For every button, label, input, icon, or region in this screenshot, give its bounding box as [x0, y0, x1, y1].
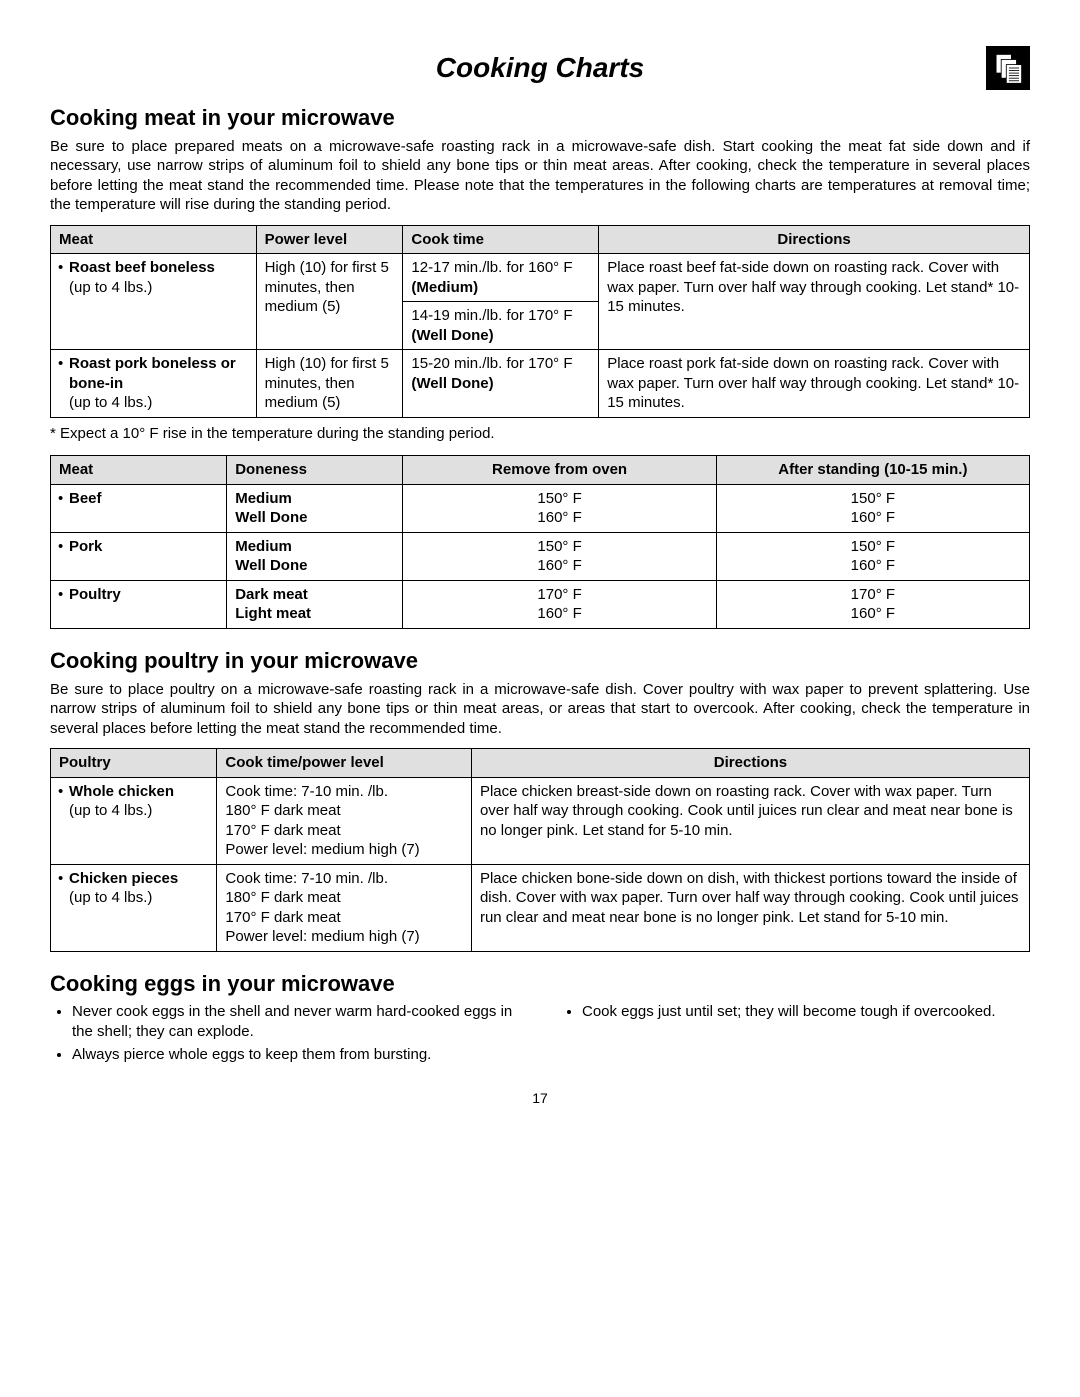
cookpower-cell: Cook time: 7-10 min. /lb.180° F dark mea… — [217, 777, 472, 864]
documents-icon — [986, 46, 1030, 90]
cooktime-cell: 15-20 min./lb. for 170° F (Well Done) — [403, 350, 599, 418]
directions-cell: Place chicken breast-side down on roasti… — [471, 777, 1029, 864]
egg-heading: Cooking eggs in your microwave — [50, 970, 1030, 999]
meat-cell: Beef — [51, 484, 227, 532]
table-header-row: Poultry Cook time/power level Directions — [51, 749, 1030, 778]
remove-cell: 150° F160° F — [403, 532, 716, 580]
col-directions: Directions — [599, 225, 1030, 254]
meat-temp-table: Meat Doneness Remove from oven After sta… — [50, 455, 1030, 629]
page-number: 17 — [50, 1089, 1030, 1107]
table-row: Roast pork boneless or bone-in(up to 4 l… — [51, 350, 1030, 418]
list-item: Cook eggs just until set; they will beco… — [582, 1002, 1030, 1022]
doneness-cell: MediumWell Done — [227, 484, 403, 532]
page-title: Cooking Charts — [436, 50, 644, 86]
col-directions2: Directions — [471, 749, 1029, 778]
meat-intro: Be sure to place prepared meats on a mic… — [50, 137, 1030, 215]
title-bar: Cooking Charts — [50, 50, 1030, 86]
meat-footnote: * Expect a 10° F rise in the temperature… — [50, 424, 1030, 444]
meat-cell: Roast pork boneless or bone-in(up to 4 l… — [51, 350, 257, 418]
egg-columns: Never cook eggs in the shell and never w… — [50, 1002, 1030, 1069]
col-meat: Meat — [51, 225, 257, 254]
after-cell: 170° F160° F — [716, 580, 1029, 628]
directions-cell: Place chicken bone-side down on dish, wi… — [471, 864, 1029, 951]
directions-cell: Place roast beef fat-side down on roasti… — [599, 254, 1030, 350]
cooktime-cell: 14-19 min./lb. for 170° F (Well Done) — [403, 302, 599, 350]
directions-cell: Place roast pork fat-side down on roasti… — [599, 350, 1030, 418]
after-cell: 150° F160° F — [716, 532, 1029, 580]
table-row: BeefMediumWell Done150° F160° F150° F160… — [51, 484, 1030, 532]
meat-cell: Poultry — [51, 580, 227, 628]
meat-cell: Pork — [51, 532, 227, 580]
table-row: Whole chicken(up to 4 lbs.)Cook time: 7-… — [51, 777, 1030, 864]
power-cell: High (10) for first 5 minutes, then medi… — [256, 254, 403, 350]
col-meat2: Meat — [51, 456, 227, 485]
col-cooktime: Cook time — [403, 225, 599, 254]
poultry-cell: Whole chicken(up to 4 lbs.) — [51, 777, 217, 864]
meat-heading: Cooking meat in your microwave — [50, 104, 1030, 133]
table-header-row: Meat Doneness Remove from oven After sta… — [51, 456, 1030, 485]
egg-right-list: Cook eggs just until set; they will beco… — [560, 1002, 1030, 1022]
col-remove: Remove from oven — [403, 456, 716, 485]
meat-cell: Roast beef boneless(up to 4 lbs.) — [51, 254, 257, 350]
poultry-heading: Cooking poultry in your microwave — [50, 647, 1030, 676]
table-row: Chicken pieces(up to 4 lbs.)Cook time: 7… — [51, 864, 1030, 951]
remove-cell: 150° F160° F — [403, 484, 716, 532]
list-item: Always pierce whole eggs to keep them fr… — [72, 1045, 520, 1065]
cooktime-cell: 12-17 min./lb. for 160° F (Medium) — [403, 254, 599, 302]
power-cell: High (10) for first 5 minutes, then medi… — [256, 350, 403, 418]
poultry-intro: Be sure to place poultry on a microwave-… — [50, 680, 1030, 739]
table-row: Roast beef boneless(up to 4 lbs.)High (1… — [51, 254, 1030, 302]
col-poultry: Poultry — [51, 749, 217, 778]
table-row: PorkMediumWell Done150° F160° F150° F160… — [51, 532, 1030, 580]
col-doneness: Doneness — [227, 456, 403, 485]
cookpower-cell: Cook time: 7-10 min. /lb.180° F dark mea… — [217, 864, 472, 951]
poultry-table: Poultry Cook time/power level Directions… — [50, 748, 1030, 952]
table-row: PoultryDark meatLight meat170° F160° F17… — [51, 580, 1030, 628]
list-item: Never cook eggs in the shell and never w… — [72, 1002, 520, 1041]
poultry-cell: Chicken pieces(up to 4 lbs.) — [51, 864, 217, 951]
after-cell: 150° F160° F — [716, 484, 1029, 532]
table-header-row: Meat Power level Cook time Directions — [51, 225, 1030, 254]
col-after: After standing (10-15 min.) — [716, 456, 1029, 485]
doneness-cell: Dark meatLight meat — [227, 580, 403, 628]
meat-cook-table: Meat Power level Cook time Directions Ro… — [50, 225, 1030, 418]
col-cookpower: Cook time/power level — [217, 749, 472, 778]
egg-left-list: Never cook eggs in the shell and never w… — [50, 1002, 520, 1065]
doneness-cell: MediumWell Done — [227, 532, 403, 580]
col-power: Power level — [256, 225, 403, 254]
remove-cell: 170° F160° F — [403, 580, 716, 628]
